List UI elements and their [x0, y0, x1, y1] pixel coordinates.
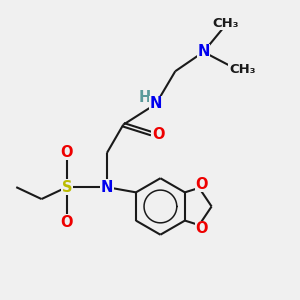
- Text: N: N: [150, 96, 162, 111]
- Text: O: O: [61, 215, 73, 230]
- Text: O: O: [152, 127, 164, 142]
- Text: CH₃: CH₃: [212, 16, 239, 30]
- Text: O: O: [195, 221, 208, 236]
- Text: N: N: [101, 180, 113, 195]
- Text: O: O: [195, 176, 208, 191]
- Text: S: S: [61, 180, 72, 195]
- Text: O: O: [61, 145, 73, 160]
- Text: H: H: [139, 91, 151, 106]
- Text: CH₃: CH₃: [229, 63, 255, 76]
- Text: N: N: [197, 44, 210, 59]
